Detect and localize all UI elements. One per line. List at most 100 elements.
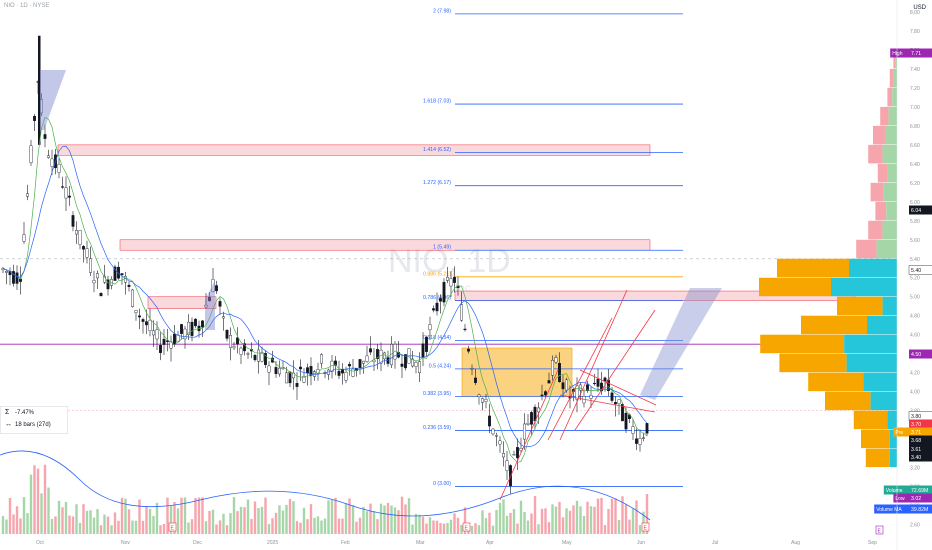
fib-level-label: 1 (5.49) (433, 245, 451, 251)
volume-bar (295, 521, 299, 534)
volume-bar (460, 524, 463, 534)
volume-bar (5, 519, 8, 534)
volume-bar (40, 493, 43, 534)
volume-profile-bar (870, 391, 897, 411)
volume-bar (148, 508, 152, 534)
volume-ma-line (0, 450, 651, 521)
volume-profile-bar (882, 296, 897, 316)
volume-profile-bar (882, 220, 897, 240)
price-tick-label: 4.80 (910, 314, 920, 320)
candle-body (586, 384, 589, 391)
volume-bar (47, 487, 50, 534)
price-tick-label: 2.60 (910, 523, 920, 529)
price-tick-label: 7.80 (910, 29, 920, 35)
price-tick-label: 6.80 (910, 124, 920, 130)
price-tick-label: 4.60 (910, 333, 920, 339)
volume-bar (554, 506, 558, 534)
volume-bar (12, 514, 15, 534)
volume-bar (425, 523, 428, 534)
measure-tool[interactable]: Σ -7.47% ↔ 18 bars (27d) (0, 406, 68, 434)
volume-bar (495, 509, 498, 534)
candle-body (92, 280, 96, 284)
volume-bar (103, 514, 106, 534)
trend-channel-line (574, 309, 656, 431)
price-tag-value: 5.40 (911, 268, 921, 274)
price-tag-value: 39.82M (911, 507, 928, 513)
volume-bar (33, 465, 36, 534)
candle-body (61, 186, 64, 188)
candle-body (131, 289, 134, 307)
candle-body (232, 346, 236, 349)
candle-body (201, 320, 204, 328)
candle-body (29, 145, 33, 164)
candle-body (477, 394, 481, 398)
measure-bars: 18 bars (27d) (15, 422, 51, 428)
price-tag-value: 6.04 (911, 208, 921, 214)
volume-bar (449, 519, 453, 534)
candle-body (383, 352, 386, 360)
volume-bar (635, 500, 638, 534)
volume-bar (274, 512, 278, 534)
volume-bar (397, 510, 400, 534)
candle-body (593, 382, 596, 385)
volume-bar (348, 498, 351, 534)
volume-bar (176, 508, 180, 534)
candle-body (488, 415, 491, 427)
volume-bar (113, 512, 117, 534)
candle-body (421, 343, 425, 358)
candle-body (523, 423, 526, 440)
price-tag-label: Low (895, 496, 905, 502)
candle-body (208, 296, 211, 302)
demand-zone (461, 347, 573, 397)
volume-bar (218, 520, 222, 534)
ma-line-short (2, 116, 648, 463)
candle-body (498, 440, 502, 445)
volume-bar (330, 499, 334, 534)
volume-bar (533, 496, 537, 534)
price-tag-bg (909, 493, 932, 503)
volume-bar (211, 509, 215, 534)
candle-body (89, 258, 92, 273)
volume-bar (215, 524, 218, 534)
candle-body (467, 348, 470, 352)
price-tag-bg (909, 349, 932, 359)
trend-channel-line (547, 317, 613, 441)
time-tick-label: Oct (36, 540, 44, 546)
volume-bar (50, 518, 54, 534)
volume-bar (526, 520, 530, 534)
candle-body (432, 308, 435, 311)
candle-body (306, 367, 309, 374)
volume-profile-bar (887, 87, 893, 107)
price-tag-value: 3.70 (911, 422, 921, 428)
volume-bar (575, 500, 579, 534)
range-icon: ↔ (5, 421, 12, 428)
volume-bar (589, 506, 593, 534)
candle-body (225, 330, 229, 339)
volume-bar (124, 498, 127, 534)
chart-header-title: NIO · 1D · NYSE (4, 3, 50, 9)
time-tick-label: 2025 (267, 540, 278, 546)
volume-bar (180, 497, 183, 534)
volume-bar (260, 506, 264, 534)
candle-body (57, 164, 61, 173)
candle-body (12, 271, 15, 284)
price-tick-label: 5.60 (910, 238, 920, 244)
volume-bar (117, 520, 120, 534)
volume-bar (68, 515, 71, 534)
fib-level-label: 0.618 (4.54) (423, 335, 451, 341)
volume-bar (376, 519, 379, 534)
volume-profile-bar (868, 220, 883, 240)
volume-bar (509, 512, 512, 534)
candle-body (470, 368, 474, 370)
volume-bar (488, 512, 491, 534)
volume-bar (159, 525, 162, 534)
candle-body (463, 328, 467, 331)
candle-body (404, 354, 407, 369)
candle-body (274, 367, 278, 374)
volume-profile-bar (808, 372, 864, 392)
volume-bar (285, 504, 288, 534)
volume-bar (190, 519, 194, 534)
candle-body (453, 276, 456, 283)
volume-profile-bar (853, 410, 888, 430)
candle-body (162, 338, 166, 345)
